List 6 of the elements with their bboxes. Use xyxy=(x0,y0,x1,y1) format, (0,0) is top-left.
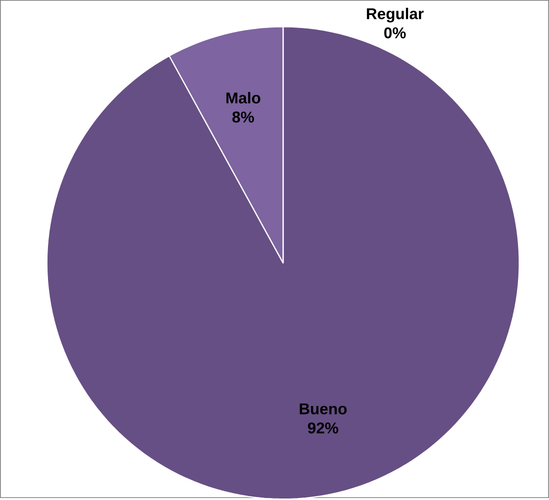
data-label: 8% xyxy=(232,112,254,123)
slice-label: Bueno xyxy=(300,404,347,415)
data-label: 92% xyxy=(308,422,338,434)
slice-label: Malo xyxy=(226,92,260,104)
text: 0% xyxy=(384,27,406,39)
category-label: Regular xyxy=(366,8,424,23)
